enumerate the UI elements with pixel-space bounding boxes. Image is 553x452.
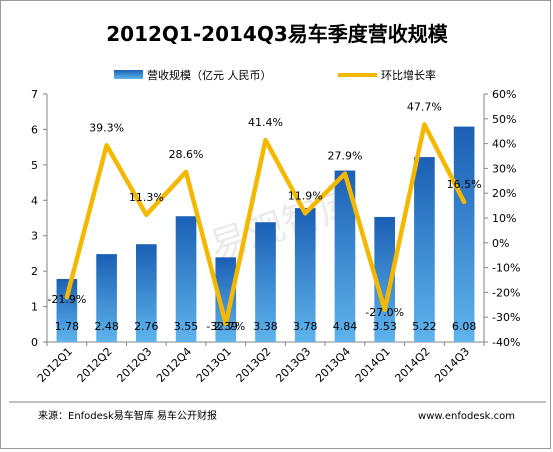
legend-label-revenue: 营收规模（亿元 人民币） <box>147 68 272 82</box>
y-left-tick-label: 1 <box>31 301 38 314</box>
y-left-tick-label: 2 <box>31 265 38 278</box>
revenue-bar-label: 3.78 <box>293 320 318 333</box>
revenue-bar-label: 2.48 <box>94 320 119 333</box>
x-tick-label: 2013Q4 <box>313 345 353 385</box>
x-tick-label: 2013Q3 <box>273 345 313 385</box>
chart-title: 2012Q1-2014Q3易车季度营收规模 <box>106 22 448 46</box>
y-left-tick-label: 5 <box>31 159 38 172</box>
revenue-bar-label: 1.78 <box>55 320 80 333</box>
growth-data-label: 27.9% <box>327 150 362 163</box>
x-tick-label: 2014Q3 <box>432 345 472 385</box>
growth-data-label: -27.0% <box>365 306 404 319</box>
y-left-tick-label: 6 <box>31 123 38 136</box>
x-tick-label: 2014Q2 <box>392 345 432 385</box>
x-tick-label: 2012Q1 <box>35 345 75 385</box>
y-left-tick-label: 4 <box>31 194 38 207</box>
growth-data-label: 41.4% <box>248 116 283 129</box>
revenue-bar-label: 3.53 <box>372 320 397 333</box>
x-tick-label: 2013Q2 <box>234 345 274 385</box>
legend-label-growth: 环比增长率 <box>381 68 436 82</box>
growth-data-label: 11.9% <box>288 189 323 202</box>
revenue-bar <box>414 157 435 342</box>
y-right-tick-label: -40% <box>492 336 520 349</box>
revenue-bar-label: 2.76 <box>134 320 159 333</box>
revenue-bar <box>454 127 475 342</box>
y-left-tick-label: 0 <box>31 336 38 349</box>
growth-data-label: -32.7% <box>206 320 245 333</box>
y-right-tick-label: 30% <box>492 162 516 175</box>
y-right-tick-label: 10% <box>492 212 516 225</box>
revenue-bar-label: 6.08 <box>452 320 477 333</box>
y-right-tick-label: 40% <box>492 138 516 151</box>
y-right-tick-label: 50% <box>492 113 516 126</box>
footer-source: 来源：Enfodesk易车智库 易车公开财报 <box>38 409 217 422</box>
revenue-bar-label: 4.84 <box>333 320 358 333</box>
y-right-tick-label: 60% <box>492 88 516 101</box>
growth-data-label: 16.5% <box>447 178 482 191</box>
x-tick-label: 2013Q1 <box>194 345 234 385</box>
footer-site: www.enfodesk.com <box>418 411 515 422</box>
x-tick-label: 2012Q3 <box>114 345 154 385</box>
y-right-tick-label: -30% <box>492 311 520 324</box>
legend-swatch-revenue <box>114 70 143 79</box>
x-tick-label: 2014Q1 <box>353 345 393 385</box>
x-tick-label: 2012Q4 <box>154 345 194 385</box>
revenue-bar-label: 5.22 <box>412 320 437 333</box>
growth-data-label: 47.7% <box>407 101 442 114</box>
growth-data-label: 39.3% <box>89 121 124 134</box>
x-tick-label: 2012Q2 <box>75 345 115 385</box>
y-right-tick-label: 0% <box>492 237 509 250</box>
y-left-tick-label: 3 <box>31 230 38 243</box>
revenue-bar-label: 3.38 <box>253 320 278 333</box>
growth-data-label: 11.3% <box>129 191 164 204</box>
y-left-tick-label: 7 <box>31 88 38 101</box>
growth-data-label: -21.9% <box>47 293 86 306</box>
legend: 营收规模（亿元 人民币） 环比增长率 <box>114 68 436 82</box>
bars <box>57 127 475 342</box>
y-right-tick-label: -20% <box>492 286 520 299</box>
growth-data-label: 28.6% <box>169 148 204 161</box>
y-right-tick-label: 20% <box>492 187 516 200</box>
y-right-tick-label: -10% <box>492 262 520 275</box>
revenue-bar-label: 3.55 <box>174 320 199 333</box>
